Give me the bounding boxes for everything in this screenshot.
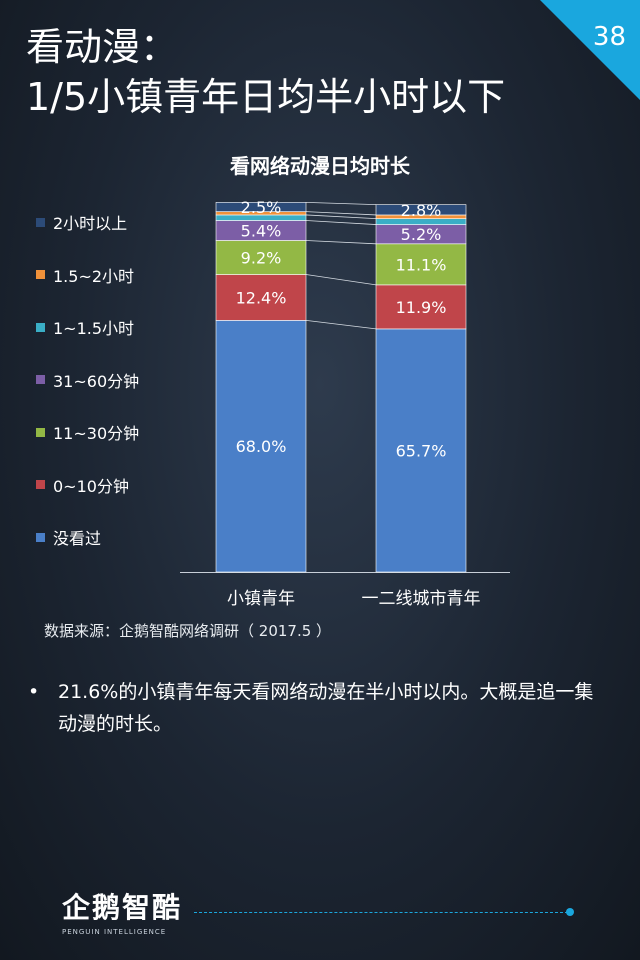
legend-label: 31~60分钟: [53, 371, 140, 391]
bullet-text: 21.6%的小镇青年每天看网络动漫在半小时以内。大概是追一集动漫的时长。: [58, 681, 594, 735]
data-label: 11.1%: [396, 255, 447, 274]
legend-swatch: [36, 322, 45, 332]
bar-segment: [215, 274, 307, 321]
logo-subtitle: PENGUIN INTELLIGENCE: [62, 928, 167, 936]
data-label: 9.2%: [241, 249, 282, 268]
bar-segment: [375, 328, 467, 573]
connector-line: [305, 201, 377, 205]
data-label: 5.4%: [241, 221, 282, 240]
legend-item: 1.5~2小时: [36, 263, 134, 287]
legend-swatch: [36, 532, 45, 542]
legend-swatch: [36, 427, 45, 437]
connector-line: [305, 211, 377, 216]
legend-label: 0~10分钟: [53, 476, 129, 496]
bar-segment: [215, 240, 307, 275]
bar-segment: [375, 204, 467, 216]
connector-line: [305, 274, 377, 286]
connector-line: [305, 240, 377, 245]
bar-segment: [375, 243, 467, 286]
data-label: 65.7%: [396, 441, 447, 460]
legend-label: 没看过: [53, 529, 102, 548]
data-label: 68.0%: [236, 437, 287, 456]
legend-item: 1~1.5小时: [36, 315, 134, 339]
bullet-dot: •: [28, 681, 40, 703]
data-label: 2.5%: [241, 198, 282, 217]
legend-item: 11~30分钟: [36, 420, 139, 444]
data-label: 11.9%: [396, 298, 447, 317]
connector-line: [305, 320, 377, 330]
category-label: 一二线城市青年: [362, 589, 481, 609]
legend-swatch: [36, 217, 45, 227]
data-label: 5.2%: [401, 225, 442, 244]
legend-item: 没看过: [36, 525, 101, 549]
footer-divider: [194, 912, 568, 913]
legend-swatch: [36, 270, 45, 279]
category-label: 小镇青年: [227, 589, 295, 609]
page-corner-tab: [540, 0, 640, 100]
legend-label: 11~30分钟: [53, 424, 140, 443]
connector-line: [305, 214, 377, 220]
legend-item: 0~10分钟: [36, 473, 129, 497]
legend-item: 31~60分钟: [36, 368, 139, 392]
bar-segment: [215, 320, 307, 573]
logo-text: 企鹅智酷: [62, 891, 183, 924]
page-title: 看动漫： 1/5小镇青年日均半小时以下: [26, 22, 505, 122]
connector-line: [305, 220, 377, 225]
data-label: 12.4%: [236, 288, 287, 307]
legend-swatch: [36, 480, 45, 489]
legend-label: 1.5~2小时: [53, 266, 135, 286]
footer-logo: 企鹅智酷 PENGUIN INTELLIGENCE: [62, 886, 192, 936]
chart-title: 看网络动漫日均时长: [230, 154, 410, 178]
page-title-line1: 看动漫：: [26, 25, 179, 69]
page-number: 38: [592, 22, 626, 52]
bar-segment: [215, 202, 307, 212]
bar-segment: [375, 284, 467, 330]
legend-item: 2小时以上: [36, 210, 127, 234]
legend-label: 2小时以上: [53, 214, 128, 233]
legend-label: 1~1.5小时: [53, 319, 135, 338]
legend-swatch: [36, 375, 45, 384]
source-note: 数据来源：企鹅智酷网络调研（ 2017.5 ）: [44, 622, 332, 640]
data-label: 2.8%: [401, 201, 442, 220]
page-title-line2: 1/5小镇青年日均半小时以下: [26, 75, 506, 119]
footer-dot: [566, 908, 574, 916]
bullet-point: • 21.6%的小镇青年每天看网络动漫在半小时以内。大概是追一集动漫的时长。: [28, 676, 608, 740]
